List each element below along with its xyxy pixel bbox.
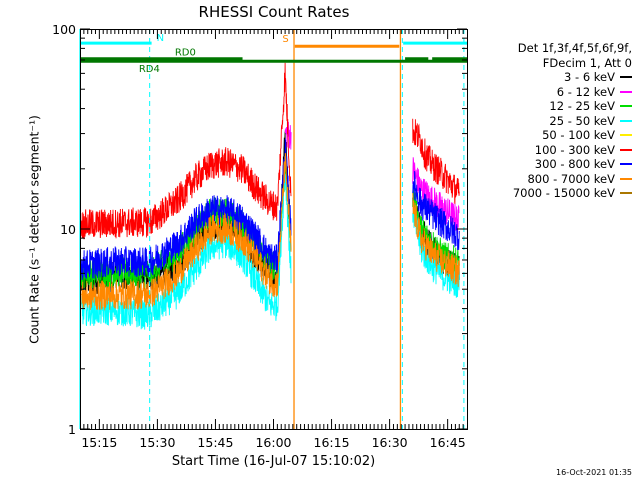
legend-label: 50 - 100 keV [542,128,615,142]
legend-swatch [620,163,632,166]
flag-label-n: N [157,33,164,44]
series-trace-300-800-kev [79,138,460,281]
legend-item-25-50-kev: 25 - 50 keV [472,114,632,129]
legend-label: 100 - 300 keV [534,142,615,157]
x-tick-label: 16:15 [314,435,350,450]
chart-title: RHESSI Count Rates [198,3,350,21]
y-tick-label: 1 [68,422,76,437]
legend-swatch [620,192,632,195]
y-tick-label: 10 [60,222,76,237]
flag-label-s: S [282,34,288,45]
legend-swatch [620,105,632,108]
legend-item-800-7000-kev: 800 - 7000 keV [472,172,632,187]
x-tick-label: 16:45 [430,435,466,450]
legend-item-12-25-kev: 12 - 25 keV [472,99,632,114]
legend-label: 25 - 50 keV [549,113,615,128]
legend-item-50-100-kev: 50 - 100 keV [472,128,632,143]
y-axis-title: Count Rate (s⁻¹ detector segment⁻¹) [26,115,42,344]
flag-label-rd4: RD4 [139,64,160,75]
data-layer: N S RD0 RD4 [79,29,467,429]
legend-label: 6 - 12 keV [556,84,615,99]
legend-swatch [620,148,632,151]
x-tick-label: 15:30 [139,435,175,450]
legend: Det 1f,3f,4f,5f,6f,9f, FDecim 1, Att 0 3… [472,41,632,201]
x-tick-label: 15:15 [81,435,117,450]
legend-label: 12 - 25 keV [549,99,615,113]
x-axis-title: Start Time (16-Jul-07 15:10:02) [171,454,376,469]
x-tick-label: 16:30 [372,435,408,450]
legend-swatch [620,134,632,137]
legend-header-line-1: Det 1f,3f,4f,5f,6f,9f, [517,41,632,55]
flag-label-rd0: RD0 [175,48,196,59]
legend-label: 800 - 7000 keV [527,171,615,186]
legend-label: 300 - 800 keV [534,157,615,171]
legend-header-line-2: FDecim 1, Att 0 [542,55,632,70]
legend-item-6-12-kev: 6 - 12 keV [472,85,632,100]
x-tick-label: 16:00 [255,435,291,450]
x-tick-label: 15:45 [197,435,233,450]
axes-layer: 1 10 100 15:15 15:30 15:45 16:00 16:15 16:30 16:4… [52,22,467,450]
legend-item-300-800-kev: 300 - 800 keV [472,157,632,172]
legend-swatch [620,76,632,79]
legend-item-3-6-kev: 3 - 6 keV [472,70,632,85]
series-trace-100-300-kev [79,62,460,240]
generation-timestamp: 16-Oct-2021 01:35 [556,468,632,477]
legend-item-100-300-kev: 100 - 300 keV [472,143,632,158]
legend-swatch [620,90,632,93]
legend-label: 3 - 6 keV [564,70,615,84]
legend-swatch [620,177,632,180]
legend-item-7000-15000-kev: 7000 - 15000 keV [472,186,632,201]
legend-swatch [620,119,632,122]
y-tick-label: 100 [52,22,76,37]
legend-label: 7000 - 15000 keV [512,186,615,200]
series-trace-800-7000-kev [79,152,460,312]
